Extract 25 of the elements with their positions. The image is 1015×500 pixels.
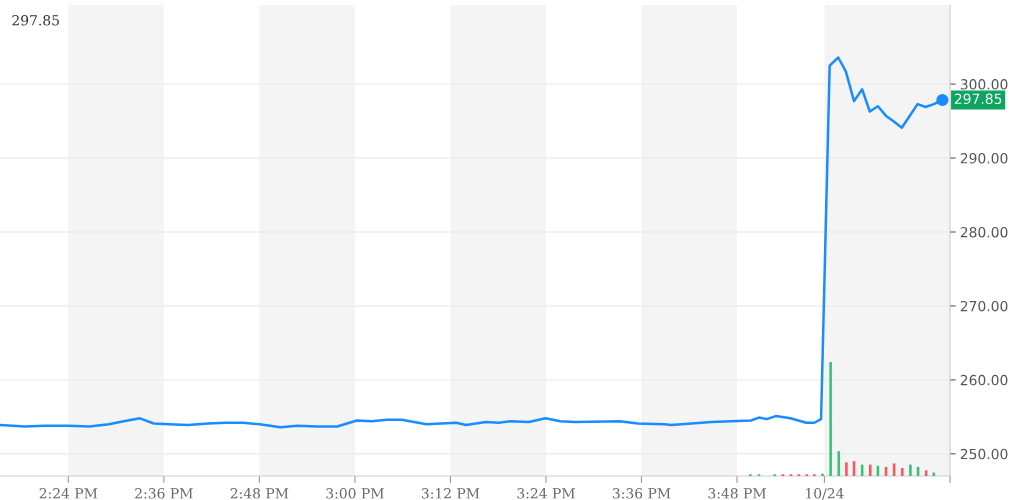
x-tick-label: 3:48 PM (708, 488, 766, 499)
bar (821, 473, 824, 476)
bar (909, 464, 912, 476)
y-tick-label: 260.00 (960, 374, 1008, 386)
x-tick-label: 3:00 PM (326, 488, 384, 499)
x-tick-label: 2:36 PM (135, 488, 193, 499)
y-tick-label: 300.00 (960, 79, 1008, 90)
x-tick-label: 3:36 PM (612, 488, 671, 499)
y-tick-label: 270.00 (960, 300, 1008, 312)
x-tick-label: 2:48 PM (230, 488, 289, 499)
x-tick-label: 10/24 (806, 488, 844, 500)
bar (845, 462, 848, 476)
bar (829, 362, 832, 476)
y-tick-label: 290.00 (960, 153, 1008, 164)
bar (932, 472, 936, 476)
x-tick-label: 3:24 PM (517, 488, 575, 499)
annotation: 297.85 (12, 15, 59, 26)
bar (868, 464, 872, 476)
x-tick-label: 2:24 PM (39, 488, 98, 499)
y-tick-label: 250.00 (960, 448, 1008, 460)
y-tick-label: 280.00 (960, 226, 1008, 238)
annotation: 297.85 (954, 93, 1002, 105)
bar (837, 451, 841, 476)
x-tick-label: 3:12 PM (421, 488, 480, 499)
bar (900, 468, 904, 476)
